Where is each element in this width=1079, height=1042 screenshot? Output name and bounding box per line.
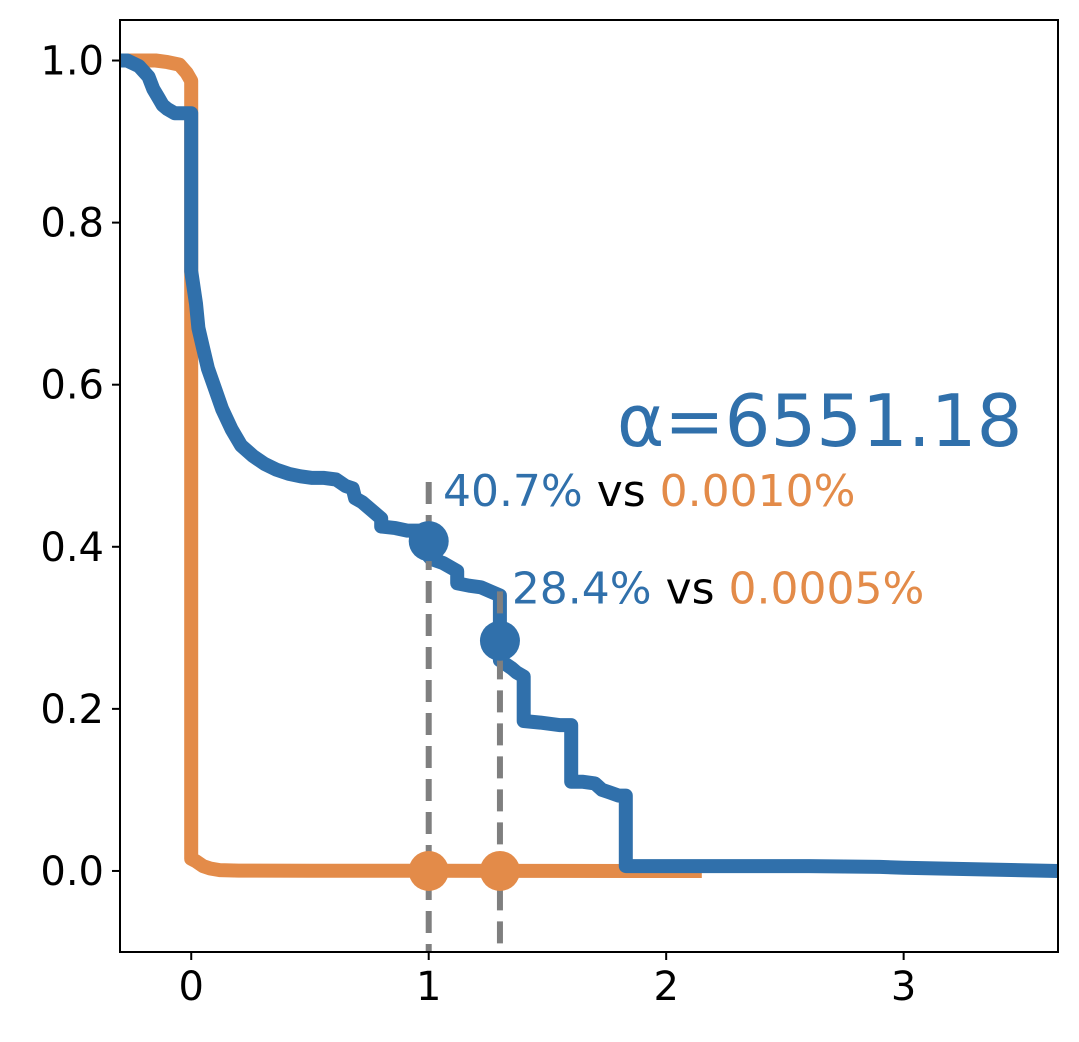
y-tick-label: 0.0: [40, 849, 104, 895]
annotation-orange-value: 0.0010%: [660, 466, 856, 517]
annotation-orange-value: 0.0005%: [729, 563, 925, 614]
y-tick-label: 0.2: [40, 687, 104, 733]
marker-orange-4: [479, 850, 520, 891]
axes-ticks: 0 1 2 3 0.0 0.2 0.4 0.6 0.8 1.0: [40, 39, 916, 1010]
x-tick-label: 3: [891, 964, 916, 1010]
annotations: 40.7% vs 0.0010%28.4% vs 0.0005%α=6551.1…: [443, 379, 1022, 614]
x-tick-label: 1: [416, 964, 441, 1010]
plot-frame: [119, 19, 1059, 953]
annotation-1: 40.7% vs 0.0010%: [443, 466, 855, 517]
annotation-blue-value: 28.4%: [512, 563, 652, 614]
series-line-blue: [120, 53, 1058, 878]
marker-blue-1: [408, 521, 449, 562]
annotation-vs: vs: [652, 563, 729, 614]
annotation-2: 28.4% vs 0.0005%: [512, 563, 924, 614]
plot-area: [120, 53, 1058, 952]
alpha-label: α=6551.18: [617, 379, 1023, 463]
annotation-vs: vs: [583, 466, 660, 517]
y-tick-label: 0.8: [40, 201, 104, 247]
y-tick-label: 1.0: [40, 39, 104, 85]
y-tick-label: 0.4: [40, 525, 104, 571]
x-tick-label: 0: [179, 964, 204, 1010]
x-tick-label: 2: [653, 964, 678, 1010]
marker-orange-3: [408, 850, 449, 891]
annotation-blue-value: 40.7%: [443, 466, 583, 517]
marker-blue-2: [479, 620, 520, 661]
y-tick-label: 0.6: [40, 363, 104, 409]
